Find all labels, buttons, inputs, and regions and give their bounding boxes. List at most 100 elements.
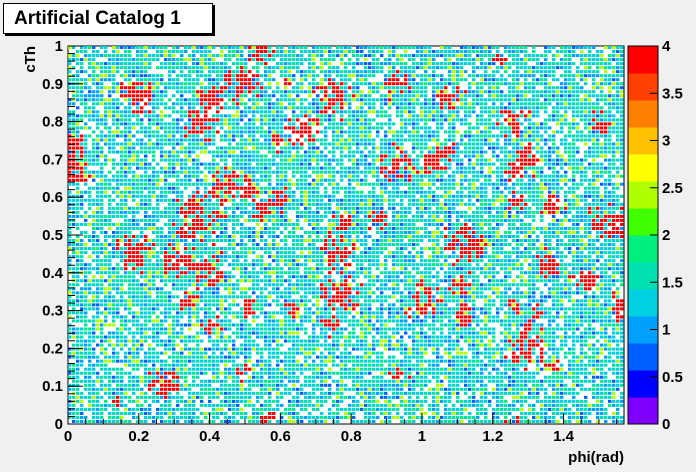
heatmap-cell: [336, 94, 340, 98]
heatmap-cell: [368, 182, 372, 186]
heatmap-cell: [108, 106, 112, 110]
heatmap-cell: [588, 54, 592, 58]
heatmap-cell: [408, 54, 412, 58]
heatmap-cell: [92, 186, 96, 190]
heatmap-cell: [508, 62, 512, 66]
heatmap-cell: [92, 50, 96, 54]
heatmap-cell: [476, 178, 480, 182]
heatmap-cell: [424, 86, 428, 90]
heatmap-cell: [508, 130, 512, 134]
heatmap-cell: [208, 94, 212, 98]
heatmap-cell: [412, 170, 416, 174]
heatmap-cell: [128, 54, 132, 58]
heatmap-cell: [568, 122, 572, 126]
heatmap-cell: [304, 194, 308, 198]
heatmap-cell: [280, 94, 284, 98]
heatmap-cell: [424, 78, 428, 82]
heatmap-cell: [308, 206, 312, 210]
heatmap-cell: [360, 178, 364, 182]
heatmap-cell: [348, 158, 352, 162]
heatmap-cell: [576, 162, 580, 166]
heatmap-cell: [496, 54, 500, 58]
heatmap-cells: [68, 46, 624, 423]
heatmap-cell: [284, 74, 288, 78]
heatmap-cell: [328, 62, 332, 66]
heatmap-cell: [216, 74, 220, 78]
heatmap-cell: [80, 94, 84, 98]
heatmap-cell: [532, 194, 536, 198]
heatmap-cell: [456, 78, 460, 82]
heatmap-cell: [116, 50, 120, 54]
heatmap-cell: [488, 130, 492, 134]
heatmap-cell: [352, 126, 356, 130]
heatmap-cell: [448, 190, 452, 194]
heatmap-cell: [536, 102, 540, 106]
heatmap-cell: [536, 126, 540, 130]
heatmap-cell: [328, 150, 332, 154]
heatmap-cell: [340, 170, 344, 174]
heatmap-cell: [512, 62, 516, 66]
heatmap-cell: [512, 98, 516, 102]
heatmap-cell: [564, 174, 568, 178]
heatmap-cell: [572, 146, 576, 150]
heatmap-cell: [148, 150, 152, 154]
heatmap-cell: [492, 46, 496, 50]
heatmap-cell: [120, 122, 124, 126]
heatmap-cell: [244, 158, 248, 162]
heatmap-cell: [156, 146, 160, 150]
heatmap-cell: [436, 90, 440, 94]
heatmap-cell: [112, 166, 116, 170]
heatmap-cell: [516, 214, 520, 218]
heatmap-cell: [488, 174, 492, 178]
heatmap-cell: [96, 162, 100, 166]
heatmap-cell: [572, 94, 576, 98]
heatmap-cell: [568, 154, 572, 158]
heatmap-cell: [124, 206, 128, 210]
heatmap-cell: [488, 54, 492, 58]
heatmap-cell: [512, 202, 516, 206]
heatmap-cell: [508, 170, 512, 174]
heatmap-cell: [144, 206, 148, 210]
heatmap-cell: [276, 130, 280, 134]
heatmap-cell: [204, 102, 208, 106]
heatmap-cell: [508, 210, 512, 214]
heatmap-cell: [436, 122, 440, 126]
heatmap-cell: [616, 98, 620, 102]
heatmap-cell: [556, 194, 560, 198]
heatmap-cell: [220, 174, 224, 178]
heatmap-cell: [564, 90, 568, 94]
heatmap-cell: [428, 82, 432, 86]
heatmap-cell: [384, 146, 388, 150]
heatmap-cell: [372, 62, 376, 66]
heatmap-cell: [528, 74, 532, 78]
heatmap-cell: [340, 186, 344, 190]
heatmap-cell: [552, 66, 556, 70]
heatmap-cell: [272, 202, 276, 206]
heatmap-cell: [296, 66, 300, 70]
heatmap-cell: [244, 186, 248, 190]
heatmap-cell: [392, 170, 396, 174]
heatmap-cell: [112, 74, 116, 78]
heatmap-cell: [596, 210, 600, 214]
heatmap-cell: [384, 130, 388, 134]
heatmap-cell: [332, 70, 336, 74]
heatmap-cell: [304, 150, 308, 154]
heatmap-cell: [420, 190, 424, 194]
heatmap-cell: [236, 118, 240, 122]
heatmap-cell: [296, 98, 300, 102]
heatmap-cell: [196, 206, 200, 210]
heatmap-cell: [176, 118, 180, 122]
heatmap-cell: [536, 206, 540, 210]
heatmap-cell: [292, 162, 296, 166]
heatmap-cell: [328, 118, 332, 122]
heatmap-cell: [352, 66, 356, 70]
heatmap-cell: [172, 206, 176, 210]
heatmap-cell: [464, 202, 468, 206]
heatmap-cell: [356, 118, 360, 122]
heatmap-cell: [192, 138, 196, 142]
heatmap-cell: [320, 138, 324, 142]
heatmap-cell: [112, 158, 116, 162]
heatmap-cell: [192, 110, 196, 114]
heatmap-cell: [596, 198, 600, 202]
heatmap-cell: [76, 186, 80, 190]
